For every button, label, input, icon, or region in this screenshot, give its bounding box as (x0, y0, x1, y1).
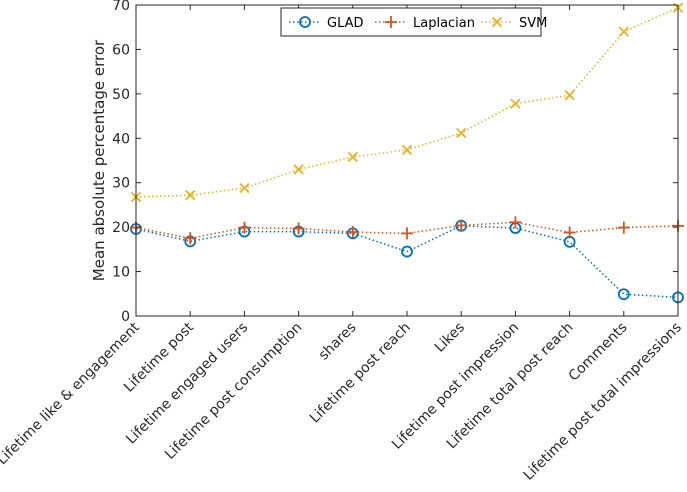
legend-marker (491, 16, 503, 28)
data-point-svm-2 (239, 182, 250, 194)
y-tick-label: 50 (112, 87, 130, 103)
data-point-laplacian-9 (617, 221, 630, 234)
legend-marker (299, 16, 311, 28)
legend-entry-glad: GLAD (289, 16, 364, 31)
y-tick-label: 0 (121, 309, 130, 325)
data-point-svm-8 (564, 90, 575, 101)
legend: GLAD Laplacian SVM (280, 7, 547, 37)
legend-entry-svm: SVM (481, 16, 547, 31)
y-tick-label: 20 (112, 220, 130, 236)
data-point-laplacian-4 (346, 226, 359, 239)
y-tick-label: 30 (112, 176, 130, 192)
x-tick-label: Lifetime post reach (307, 320, 414, 427)
x-tick-label: shares (316, 320, 360, 364)
y-tick-label: 60 (112, 42, 130, 58)
data-point-svm-1 (185, 190, 196, 201)
data-point-glad-5 (401, 245, 413, 258)
data-point-svm-7 (510, 98, 521, 109)
data-point-svm-5 (401, 144, 413, 155)
x-tick-label: Likes (432, 320, 468, 356)
data-point-laplacian-8 (563, 226, 576, 239)
data-point-laplacian-1 (184, 232, 197, 245)
y-tick-label: 70 (112, 0, 130, 14)
series-line-glad (135, 225, 679, 299)
y-tick-label: 40 (112, 131, 130, 147)
data-point-svm-6 (456, 127, 467, 139)
data-point-svm-9 (618, 26, 629, 37)
data-point-laplacian-5 (401, 227, 413, 240)
legend-label: GLAD (327, 16, 364, 31)
plot-area (136, 5, 678, 316)
legend-entry-laplacian: Laplacian (375, 16, 475, 31)
data-point-laplacian-6 (455, 219, 468, 232)
y-axis-label: Mean absolute percentage error (90, 39, 108, 281)
x-tick-label: Lifetime like & engagement (0, 319, 143, 468)
legend-marker (385, 16, 397, 28)
y-tick-label: 10 (112, 265, 130, 281)
legend-label: SVM (519, 16, 547, 31)
data-point-laplacian-3 (292, 222, 305, 235)
data-point-laplacian-7 (509, 216, 522, 229)
data-point-laplacian-2 (238, 221, 251, 234)
data-point-svm-4 (347, 151, 358, 163)
data-point-glad-9 (617, 288, 630, 301)
series-glad (130, 219, 684, 304)
data-point-svm-3 (293, 164, 304, 175)
legend-label: Laplacian (413, 16, 475, 31)
